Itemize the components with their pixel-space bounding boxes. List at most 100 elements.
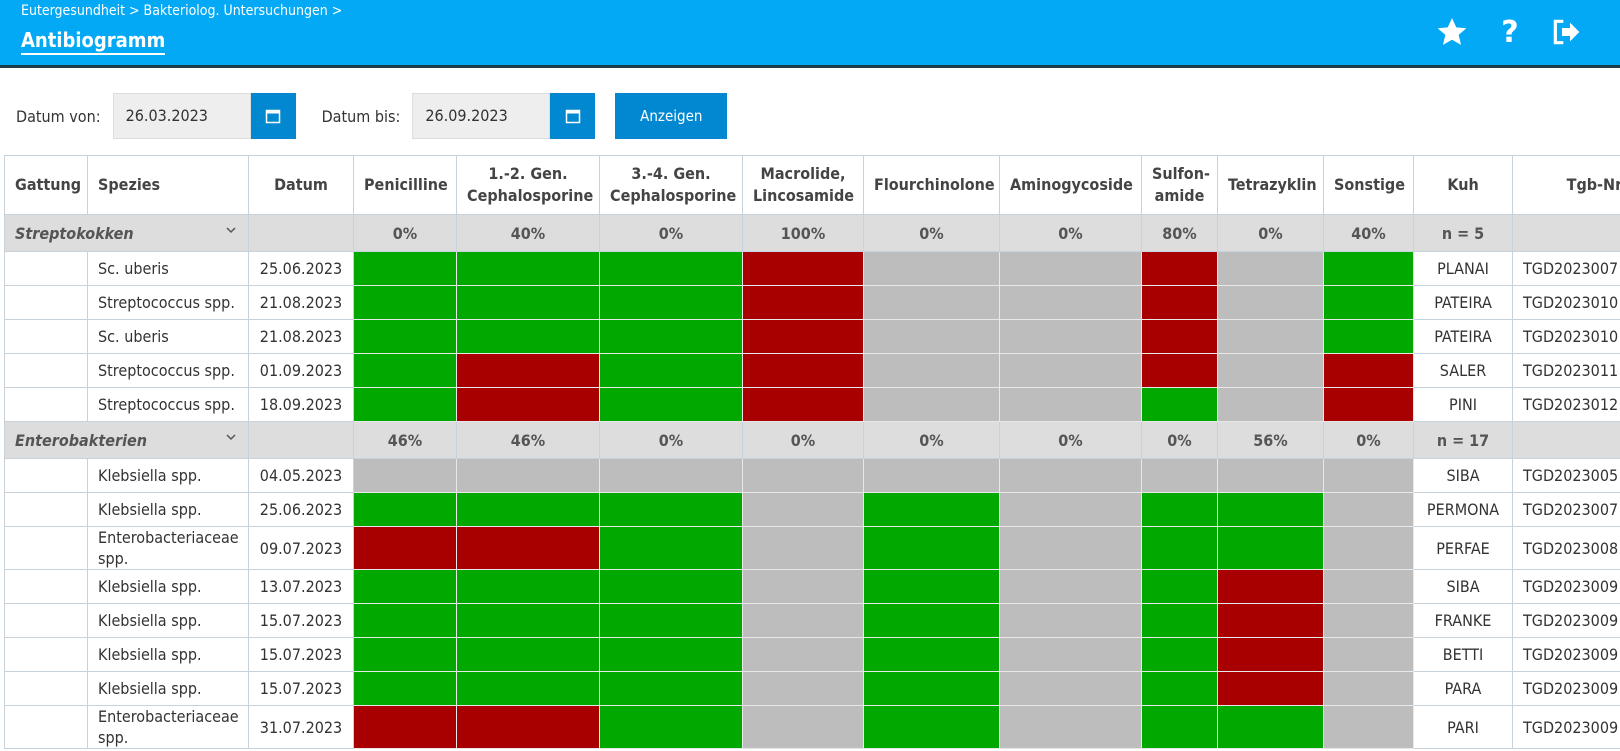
data-row[interactable]: Klebsiella spp. 04.05.2023 SIBA TGD2023005 <box>4 458 1620 493</box>
date: 09.07.2023 <box>248 526 354 570</box>
group-count: n = 17 <box>1413 421 1513 459</box>
tgb-number: TGD2023009 <box>1512 637 1620 672</box>
logout-icon[interactable] <box>1550 16 1582 48</box>
column-header[interactable]: Aminogycoside <box>999 155 1142 215</box>
group-name[interactable]: Enterobakterien <box>4 421 249 459</box>
result-cell <box>353 492 457 527</box>
column-header[interactable]: Tetrazyklin <box>1217 155 1324 215</box>
tgb-number: TGD2023009 <box>1512 671 1620 706</box>
date-from-input[interactable]: 26.03.2023 <box>112 93 251 139</box>
data-row[interactable]: Sc. uberis 21.08.2023 PATEIRA TGD2023010 <box>4 319 1620 354</box>
table-body: Streptokokken 0% 40% 0% 100% 0% 0% 80% 0% 40% n = … <box>4 214 1620 749</box>
column-header[interactable]: 3.-4. Gen. Cephalosporine <box>599 155 743 215</box>
summary-percent: 0% <box>742 421 864 459</box>
tgb-number: TGD2023009 <box>1512 569 1620 604</box>
result-cell <box>742 251 864 286</box>
group-name[interactable]: Streptokokken <box>4 214 249 252</box>
result-cell <box>599 671 743 706</box>
empty-cell <box>4 251 88 286</box>
date: 13.07.2023 <box>248 569 354 604</box>
species: Klebsiella spp. <box>87 569 249 604</box>
column-header[interactable]: Sulfon-amide <box>1141 155 1218 215</box>
cow: PLANAI <box>1413 251 1513 286</box>
species: Enterobacteriaceae spp. <box>87 705 249 749</box>
result-cell <box>863 285 1000 320</box>
data-row[interactable]: Streptococcus spp. 01.09.2023 SALER TGD2023… <box>4 353 1620 388</box>
result-cell <box>456 637 600 672</box>
empty-cell <box>4 569 88 604</box>
data-row[interactable]: Klebsiella spp. 25.06.2023 PERMONA TGD20230… <box>4 492 1620 527</box>
group-label: Streptokokken <box>15 223 134 243</box>
empty-cell <box>4 603 88 638</box>
result-cell <box>999 671 1142 706</box>
calendar-button[interactable] <box>250 93 296 139</box>
data-row[interactable]: Klebsiella spp. 15.07.2023 BETTI TGD2023009 <box>4 637 1620 672</box>
data-row[interactable]: Streptococcus spp. 18.09.2023 PINI TGD20230… <box>4 387 1620 422</box>
result-cell <box>456 603 600 638</box>
data-row[interactable]: Klebsiella spp. 13.07.2023 SIBA TGD2023009 <box>4 569 1620 604</box>
group-count: n = 5 <box>1413 214 1513 252</box>
data-row[interactable]: Klebsiella spp. 15.07.2023 FRANKE TGD202300… <box>4 603 1620 638</box>
empty-cell <box>4 492 88 527</box>
column-header[interactable]: Tgb-Nr. <box>1512 155 1620 215</box>
calendar-button[interactable] <box>550 93 596 139</box>
data-row[interactable]: Streptococcus spp. 21.08.2023 PATEIRA TGD20… <box>4 285 1620 320</box>
column-header[interactable]: Sonstige <box>1323 155 1414 215</box>
data-row[interactable]: Sc. uberis 25.06.2023 PLANAI TGD2023007 <box>4 251 1620 286</box>
result-cell <box>1217 492 1324 527</box>
result-cell <box>599 492 743 527</box>
show-button[interactable]: Anzeigen <box>615 93 728 139</box>
summary-percent: 0% <box>1323 421 1414 459</box>
result-cell <box>1323 526 1414 570</box>
table-wrapper: Gattung Spezies Datum Penicilline 1.-2. Gen.… <box>4 155 1620 749</box>
data-row[interactable]: Enterobacteriaceae spp. 31.07.2023 PARI TGD… <box>4 705 1620 749</box>
date: 01.09.2023 <box>248 353 354 388</box>
summary-percent: 40% <box>1323 214 1414 252</box>
empty-cell <box>248 214 354 252</box>
empty-cell <box>248 421 354 459</box>
column-header[interactable]: Macrolide, Lincosamide <box>742 155 864 215</box>
data-row[interactable]: Enterobacteriaceae spp. 09.07.2023 PERFAE T… <box>4 526 1620 570</box>
antibiogram-table: Gattung Spezies Datum Penicilline 1.-2. Gen.… <box>4 155 1620 749</box>
expand-icon[interactable] <box>226 224 236 239</box>
svg-text:?: ? <box>1501 16 1518 48</box>
header-row: Gattung Spezies Datum Penicilline 1.-2. Gen.… <box>4 155 1620 215</box>
column-header[interactable]: 1.-2. Gen. Cephalosporine <box>456 155 600 215</box>
date-to-input[interactable]: 26.09.2023 <box>412 93 551 139</box>
result-cell <box>999 319 1142 354</box>
result-cell <box>1323 285 1414 320</box>
result-cell <box>742 319 864 354</box>
group-label: Enterobakterien <box>15 430 148 450</box>
column-header[interactable]: Gattung <box>4 155 88 215</box>
result-cell <box>1323 569 1414 604</box>
result-cell <box>456 387 600 422</box>
breadcrumb[interactable]: Eutergesundheit > Bakteriolog. Untersuch… <box>21 3 343 19</box>
summary-percent: 40% <box>456 214 600 252</box>
help-icon[interactable]: ? <box>1495 16 1525 48</box>
column-header[interactable]: Flourchinolone <box>863 155 1000 215</box>
column-header[interactable]: Penicilline <box>353 155 457 215</box>
result-cell <box>353 285 457 320</box>
result-cell <box>456 705 600 749</box>
result-cell <box>599 637 743 672</box>
cow: PARA <box>1413 671 1513 706</box>
cow: FRANKE <box>1413 603 1513 638</box>
summary-percent: 56% <box>1217 421 1324 459</box>
result-cell <box>999 603 1142 638</box>
empty-cell <box>4 353 88 388</box>
result-cell <box>353 353 457 388</box>
column-header[interactable]: Datum <box>248 155 354 215</box>
favorite-icon[interactable] <box>1436 16 1468 48</box>
expand-icon[interactable] <box>226 431 236 446</box>
result-cell <box>999 285 1142 320</box>
result-cell <box>1217 705 1324 749</box>
column-header[interactable]: Kuh <box>1413 155 1513 215</box>
tgb-number: TGD2023011 <box>1512 353 1620 388</box>
column-header[interactable]: Spezies <box>87 155 249 215</box>
date: 21.08.2023 <box>248 285 354 320</box>
empty-cell <box>1512 214 1620 252</box>
summary-percent: 80% <box>1141 214 1218 252</box>
date: 25.06.2023 <box>248 492 354 527</box>
data-row[interactable]: Klebsiella spp. 15.07.2023 PARA TGD2023009 <box>4 671 1620 706</box>
result-cell <box>863 671 1000 706</box>
